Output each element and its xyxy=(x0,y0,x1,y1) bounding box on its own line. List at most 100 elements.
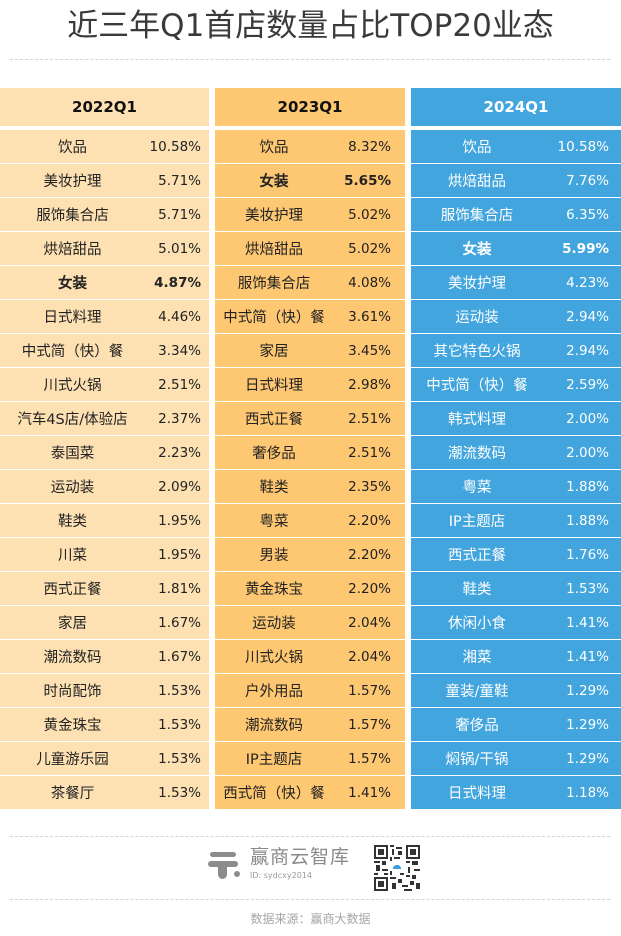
data-source-note: 数据来源：赢商大数据 xyxy=(250,912,371,926)
category-name: 中式简（快）餐 xyxy=(426,378,528,394)
share-value: 4.87% xyxy=(154,274,201,291)
table-row: 潮流数码 2.00% xyxy=(411,436,621,470)
table-row: 茶餐厅 1.53% xyxy=(0,776,209,809)
table-row: 鞋类 2.35% xyxy=(215,470,405,504)
share-value: 1.57% xyxy=(348,716,391,733)
share-value: 2.20% xyxy=(348,580,391,597)
share-value: 5.02% xyxy=(348,206,391,223)
share-value: 1.53% xyxy=(158,784,201,801)
category-name: 日式料理 xyxy=(43,310,102,326)
table-row: 烘焙甜品 7.76% xyxy=(411,164,621,198)
category-name: 潮流数码 xyxy=(43,650,102,666)
category-name: 女装 xyxy=(462,242,492,258)
category-name: 烘焙甜品 xyxy=(245,242,303,258)
share-value: 1.81% xyxy=(158,580,201,597)
share-value: 10.58% xyxy=(149,138,201,155)
share-value: 2.59% xyxy=(566,376,609,393)
share-value: 4.23% xyxy=(566,274,609,291)
share-value: 1.29% xyxy=(566,716,609,733)
table-row: 川式火锅 2.51% xyxy=(0,368,209,402)
category-name: 潮流数码 xyxy=(245,718,303,734)
share-value: 2.04% xyxy=(348,648,391,665)
category-name: 服饰集合店 xyxy=(237,276,311,292)
table-row: 烘焙甜品 5.01% xyxy=(0,232,209,266)
share-value: 1.53% xyxy=(158,682,201,699)
table-row: 服饰集合店 6.35% xyxy=(411,198,621,232)
brand-logo: 赢商云智库 ID: sydcxy2014 xyxy=(208,846,350,882)
column-header: 2023Q1 xyxy=(215,88,405,126)
share-value: 3.34% xyxy=(158,342,201,359)
category-name: 日式料理 xyxy=(448,786,506,802)
share-value: 1.88% xyxy=(566,478,609,495)
share-value: 2.51% xyxy=(348,410,391,427)
share-value: 2.23% xyxy=(158,444,201,461)
category-name: 美妆护理 xyxy=(448,276,506,292)
share-value: 5.99% xyxy=(562,240,609,257)
category-name: 美妆护理 xyxy=(43,174,102,190)
share-value: 1.67% xyxy=(158,614,201,631)
share-value: 5.01% xyxy=(158,240,201,257)
category-name: 家居 xyxy=(259,344,289,360)
table-row: 家居 3.45% xyxy=(215,334,405,368)
category-name: 汽车4S店/体验店 xyxy=(17,412,128,428)
qr-code-icon xyxy=(374,845,420,891)
share-value: 6.35% xyxy=(566,206,609,223)
category-name: 黄金珠宝 xyxy=(245,582,303,598)
share-value: 1.29% xyxy=(566,750,609,767)
share-value: 1.41% xyxy=(566,614,609,631)
table-row: 中式简（快）餐 2.59% xyxy=(411,368,621,402)
share-value: 8.32% xyxy=(348,138,391,155)
category-name: 家居 xyxy=(58,616,87,632)
category-name: 运动装 xyxy=(50,480,95,496)
category-name: 美妆护理 xyxy=(245,208,303,224)
share-value: 2.09% xyxy=(158,478,201,495)
share-value: 2.94% xyxy=(566,308,609,325)
category-name: 泰国菜 xyxy=(50,446,95,462)
table-row: 美妆护理 4.23% xyxy=(411,266,621,300)
category-name: 鞋类 xyxy=(259,480,289,496)
ranking-list: 饮品 10.58% 烘焙甜品 7.76% 服饰集合店 6.35% 女装 5.99% 美妆护理 4.… xyxy=(411,130,621,809)
column-2024q1: 2024Q1 饮品 10.58% 烘焙甜品 7.76% 服饰集合店 6.35% 女装 5.99… xyxy=(411,88,621,809)
share-value: 2.20% xyxy=(348,512,391,529)
table-row: 黄金珠宝 2.20% xyxy=(215,572,405,606)
table-row: 中式简（快）餐 3.34% xyxy=(0,334,209,368)
column-2023q1: 2023Q1 饮品 8.32% 女装 5.65% 美妆护理 5.02% 烘焙甜品 5.02% 服… xyxy=(215,88,405,809)
footer-divider-top xyxy=(10,836,610,837)
category-name: 烘焙甜品 xyxy=(448,174,506,190)
category-name: 运动装 xyxy=(455,310,499,326)
category-name: 女装 xyxy=(259,174,289,190)
table-row: 饮品 10.58% xyxy=(411,130,621,164)
table-row: 汽车4S店/体验店 2.37% xyxy=(0,402,209,436)
table-row: 奢侈品 1.29% xyxy=(411,708,621,742)
category-name: 西式正餐 xyxy=(448,548,506,564)
share-value: 1.53% xyxy=(158,716,201,733)
category-name: 黄金珠宝 xyxy=(43,718,102,734)
category-name: IP主题店 xyxy=(245,752,303,768)
share-value: 2.04% xyxy=(348,614,391,631)
category-name: 茶餐厅 xyxy=(50,786,95,802)
share-value: 1.53% xyxy=(158,750,201,767)
category-name: IP主题店 xyxy=(448,514,506,530)
table-row: 鞋类 1.53% xyxy=(411,572,621,606)
category-name: 户外用品 xyxy=(245,684,303,700)
table-row: 服饰集合店 5.71% xyxy=(0,198,209,232)
table-row: 饮品 10.58% xyxy=(0,130,209,164)
share-value: 1.95% xyxy=(158,546,201,563)
category-name: 粤菜 xyxy=(259,514,289,530)
table-row: 烘焙甜品 5.02% xyxy=(215,232,405,266)
table-row: IP主题店 1.57% xyxy=(215,742,405,776)
table-row: 女装 4.87% xyxy=(0,266,209,300)
table-row: 运动装 2.94% xyxy=(411,300,621,334)
share-value: 1.88% xyxy=(566,512,609,529)
table-row: 川式火锅 2.04% xyxy=(215,640,405,674)
table-row: 休闲小食 1.41% xyxy=(411,606,621,640)
share-value: 3.45% xyxy=(348,342,391,359)
share-value: 7.76% xyxy=(566,172,609,189)
share-value: 1.57% xyxy=(348,750,391,767)
share-value: 1.95% xyxy=(158,512,201,529)
category-name: 鞋类 xyxy=(462,582,492,598)
table-row: 其它特色火锅 2.94% xyxy=(411,334,621,368)
share-value: 2.35% xyxy=(348,478,391,495)
table-row: 童装/童鞋 1.29% xyxy=(411,674,621,708)
table-row: 时尚配饰 1.53% xyxy=(0,674,209,708)
